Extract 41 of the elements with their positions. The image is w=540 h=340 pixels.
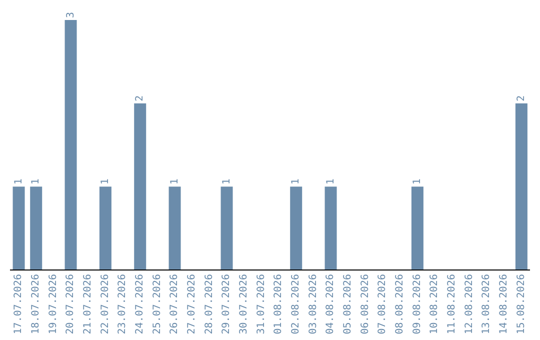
x-tick-label: 27.07.2026 xyxy=(186,274,198,334)
x-tick-label: 20.07.2026 xyxy=(65,274,76,334)
x-tick-label: 10.08.2026 xyxy=(429,274,440,334)
data-label: 1 xyxy=(221,178,232,185)
x-tick-label: 02.08.2026 xyxy=(290,274,302,334)
x-tick-label: 07.08.2026 xyxy=(377,274,388,334)
x-tick-label: 17.07.2026 xyxy=(13,274,24,334)
data-label: 1 xyxy=(30,178,42,185)
x-tick-label: 26.07.2026 xyxy=(169,274,180,334)
x-tick-label: 06.08.2026 xyxy=(360,274,371,334)
x-tick-label: 30.07.2026 xyxy=(238,274,250,334)
x-tick-label: 13.08.2026 xyxy=(481,274,492,334)
data-label: 3 xyxy=(65,12,76,18)
x-tick-label: 04.08.2026 xyxy=(325,274,336,334)
x-tick-label: 18.07.2026 xyxy=(30,274,42,334)
x-tick-label: 31.07.2026 xyxy=(256,274,267,334)
data-label: 1 xyxy=(169,178,180,185)
x-tick-label: 15.08.2026 xyxy=(516,274,527,334)
x-tick-label: 28.07.2026 xyxy=(204,274,215,334)
x-tick-label: 03.08.2026 xyxy=(308,274,319,334)
data-label: 1 xyxy=(290,178,302,185)
x-tick-label: 09.08.2026 xyxy=(412,274,423,334)
x-tick-label: 25.07.2026 xyxy=(152,274,163,334)
x-tick-label: 29.07.2026 xyxy=(221,274,232,334)
x-tick-label: 19.07.2026 xyxy=(48,274,59,334)
x-tick-label: 05.08.2026 xyxy=(342,274,354,334)
x-tick-label: 01.08.2026 xyxy=(273,274,284,334)
x-tick-label: 21.07.2026 xyxy=(82,274,94,334)
data-label: 2 xyxy=(516,95,527,102)
x-tick-label: 08.08.2026 xyxy=(394,274,406,334)
data-label: 1 xyxy=(412,178,423,185)
x-tick-label: 11.08.2026 xyxy=(446,274,458,334)
x-tick-label: 14.08.2026 xyxy=(498,274,510,334)
data-label: 1 xyxy=(13,178,24,185)
x-tick-label: 24.07.2026 xyxy=(134,274,146,334)
x-tick-label: 22.07.2026 xyxy=(100,274,111,334)
x-tick-label: 12.08.2026 xyxy=(464,274,475,334)
data-label: 1 xyxy=(100,178,111,185)
data-label: 1 xyxy=(325,178,336,185)
x-tick-label: 23.07.2026 xyxy=(117,274,128,334)
data-label: 2 xyxy=(134,95,146,102)
